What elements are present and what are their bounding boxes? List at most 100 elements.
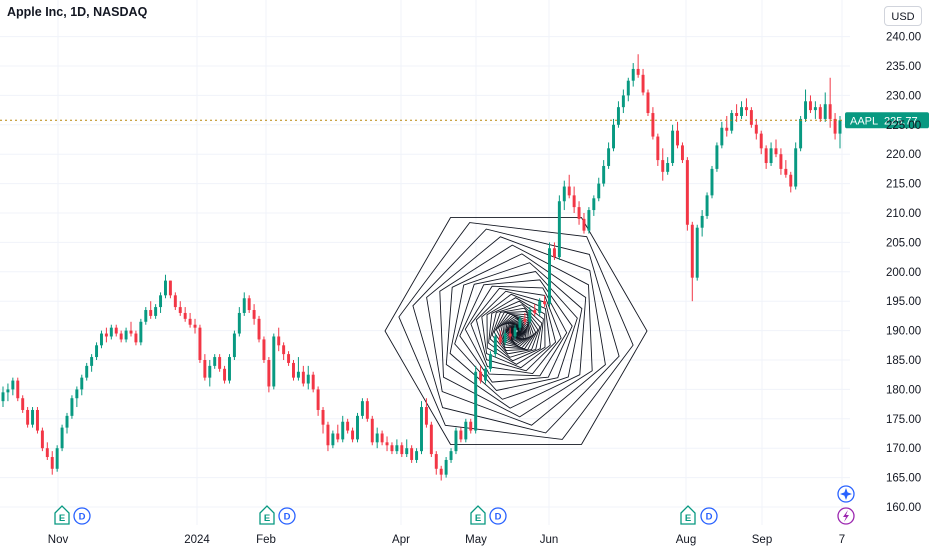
- candle-body: [424, 407, 428, 425]
- candle-body: [690, 224, 694, 278]
- hexagon-ring: [511, 326, 521, 336]
- candle-body: [503, 333, 507, 343]
- candle-body: [607, 148, 611, 166]
- candle-body: [114, 327, 118, 334]
- candle-body: [518, 318, 522, 328]
- dividend-marker-label: D: [495, 512, 502, 523]
- candle-body: [631, 68, 635, 81]
- candle-body: [351, 430, 355, 440]
- candle-body: [85, 365, 89, 378]
- candle-body: [789, 174, 793, 187]
- earnings-marker[interactable]: [680, 505, 696, 525]
- y-tick-label: 180.00: [886, 384, 921, 396]
- candle-body: [804, 101, 808, 119]
- candle-body: [380, 433, 384, 443]
- candle-body: [188, 318, 192, 325]
- candle-body: [95, 345, 99, 358]
- candle-body: [808, 101, 812, 111]
- y-tick-label: 205.00: [886, 237, 921, 249]
- hexagon-ring: [384, 217, 648, 445]
- candle-body: [813, 107, 817, 111]
- candle-body: [198, 327, 202, 360]
- earnings-marker-label: E: [685, 513, 691, 524]
- x-tick-label: May: [465, 534, 487, 546]
- candle-body: [774, 148, 778, 155]
- hexagon-ring: [489, 304, 543, 358]
- candle-body: [577, 207, 581, 219]
- candle-body: [828, 104, 832, 119]
- candle-body: [464, 421, 468, 440]
- y-tick-label: 220.00: [886, 149, 921, 161]
- y-tick-label: 165.00: [886, 473, 921, 485]
- candle-body: [262, 339, 266, 360]
- price-badge: AAPL 225.77: [845, 112, 929, 129]
- candle-body: [533, 310, 537, 313]
- candle-body: [346, 421, 350, 431]
- lightning-glyph: [843, 510, 849, 522]
- candle-body: [735, 113, 739, 116]
- chart-title: Apple Inc, 1D, NASDAQ: [7, 5, 148, 19]
- dividend-marker[interactable]: [73, 507, 91, 525]
- dividend-marker[interactable]: [278, 507, 296, 525]
- dividend-marker-label: D: [79, 512, 86, 523]
- candle-body: [26, 409, 30, 425]
- candle-body: [439, 468, 443, 475]
- y-tick-label: 210.00: [886, 208, 921, 220]
- candle-body: [99, 333, 103, 346]
- candle-body: [365, 401, 369, 419]
- candle-body: [582, 218, 586, 231]
- candle-body: [749, 110, 753, 125]
- earnings-marker[interactable]: [54, 505, 70, 525]
- x-tick-label: Jun: [540, 534, 559, 546]
- hexagon-ring: [505, 320, 527, 342]
- candle-body: [35, 409, 39, 431]
- candle-body: [149, 310, 153, 316]
- candle-body: [636, 68, 640, 75]
- candle-body: [410, 448, 414, 460]
- time-axis[interactable]: Nov 2024 Feb Apr May Jun Aug Sep 7: [48, 534, 845, 546]
- candle-body: [557, 201, 561, 258]
- dividend-marker-label: D: [706, 512, 713, 523]
- candle-body: [562, 186, 566, 202]
- candle-body: [178, 307, 182, 313]
- spiral-hexagon-drawing[interactable]: [384, 217, 648, 445]
- candle-body: [173, 295, 177, 308]
- price-axis[interactable]: 160.00 165.00 170.00 175.00 180.00 185.00 190.…: [886, 32, 921, 514]
- dividend-marker[interactable]: [700, 507, 718, 525]
- currency-button[interactable]: USD: [884, 6, 922, 26]
- candle-body: [454, 430, 458, 452]
- candle-body: [370, 418, 374, 443]
- candle-body: [695, 227, 699, 278]
- candle-body: [528, 310, 532, 322]
- candle-body: [341, 421, 345, 440]
- candle-body: [326, 424, 330, 446]
- earnings-marker[interactable]: [259, 505, 275, 525]
- candle-body: [538, 301, 542, 313]
- price-badge-symbol: AAPL: [850, 115, 878, 127]
- candle-body: [434, 454, 438, 469]
- candle-body: [621, 95, 625, 108]
- y-tick-label: 190.00: [886, 326, 921, 338]
- candle-body: [459, 430, 463, 440]
- candle-body: [213, 357, 217, 366]
- y-tick-label: 235.00: [886, 61, 921, 73]
- candle-body: [60, 427, 64, 449]
- candle-body: [833, 118, 837, 134]
- hexagon-ring: [506, 321, 526, 341]
- candle-body: [70, 398, 74, 416]
- candle-body: [257, 318, 261, 340]
- candle-body: [779, 154, 783, 169]
- candle-body: [474, 371, 478, 431]
- dividend-marker[interactable]: [489, 507, 507, 525]
- candle-body: [321, 409, 325, 425]
- y-tick-label: 175.00: [886, 414, 921, 426]
- earnings-marker[interactable]: [470, 505, 486, 525]
- candle-body: [287, 354, 291, 363]
- hexagon-ring: [454, 271, 578, 391]
- candle-body: [572, 195, 576, 208]
- candle-body: [21, 398, 25, 410]
- candle-body: [799, 118, 803, 149]
- candle-body: [646, 92, 650, 114]
- candle-body: [676, 130, 680, 146]
